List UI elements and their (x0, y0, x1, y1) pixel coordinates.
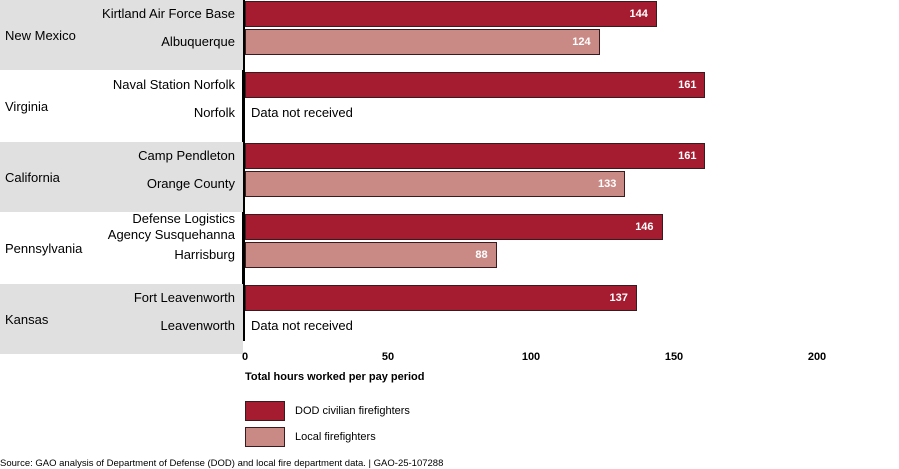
no-data-note: Data not received (251, 105, 353, 120)
site-label: Defense Logistics Agency Susquehanna (107, 211, 235, 242)
legend-swatch (245, 427, 285, 447)
state-label: Virginia (5, 98, 49, 114)
data-label: 124 (572, 36, 591, 48)
legend-label: DOD civilian firefighters (295, 405, 410, 417)
bar: 144 (245, 1, 657, 27)
site-label: Leavenworth (160, 318, 235, 333)
bar: 88 (245, 242, 497, 268)
data-label: 161 (678, 150, 697, 162)
bar: 161 (245, 143, 706, 169)
data-label: 144 (629, 8, 648, 20)
site-label: Harrisburg (174, 247, 235, 262)
x-axis-label: Total hours worked per pay period (245, 371, 425, 383)
group-band (0, 284, 243, 354)
site-label: Fort Leavenworth (133, 290, 235, 305)
no-data-note: Data not received (251, 318, 353, 333)
bar: 161 (245, 72, 706, 98)
x-tick-label: 100 (521, 351, 541, 363)
data-label: 133 (598, 178, 617, 190)
site-label: Camp Pendleton (138, 148, 235, 163)
data-label: 88 (475, 249, 488, 261)
x-tick-label: 50 (381, 351, 395, 363)
site-label: Kirtland Air Force Base (102, 6, 235, 21)
legend-swatch (245, 401, 285, 421)
x-tick-label: 0 (241, 351, 249, 363)
site-label: Norfolk (193, 105, 235, 120)
legend-label: Local firefighters (295, 431, 376, 443)
bar: 137 (245, 285, 637, 311)
group-band (0, 0, 243, 70)
source-note: Source: GAO analysis of Department of De… (0, 458, 444, 469)
group-band (0, 142, 243, 212)
x-tick-label: 200 (807, 351, 827, 363)
data-label: 137 (609, 292, 628, 304)
site-label: Albuquerque (161, 34, 235, 49)
y-axis-line (242, 0, 245, 341)
state-label: California (5, 169, 60, 185)
site-label: Naval Station Norfolk (112, 77, 235, 92)
state-label: New Mexico (5, 27, 76, 43)
state-label: Pennsylvania (5, 240, 83, 256)
data-label: 161 (678, 79, 697, 91)
x-tick-label: 150 (664, 351, 684, 363)
site-label: Orange County (146, 176, 235, 191)
state-label: Kansas (5, 311, 49, 327)
data-label: 146 (635, 221, 654, 233)
bar: 124 (245, 29, 600, 55)
bar: 146 (245, 214, 663, 240)
bar: 133 (245, 171, 626, 197)
